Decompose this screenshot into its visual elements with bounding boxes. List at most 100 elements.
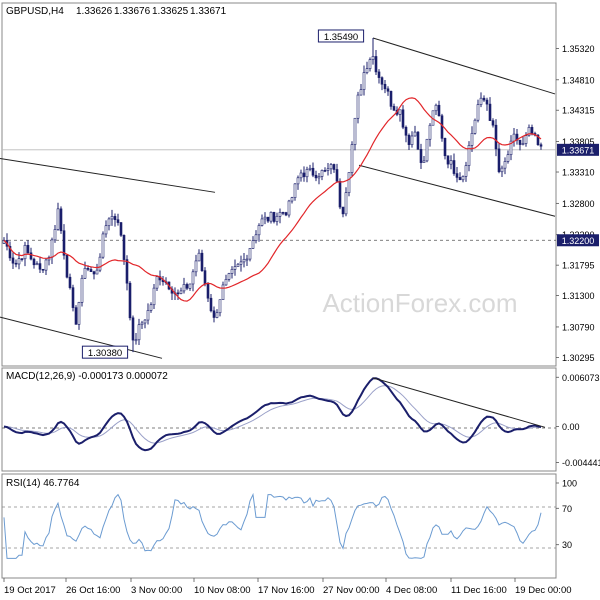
candle <box>122 234 126 265</box>
candle <box>389 90 393 110</box>
moving-average-line <box>3 97 542 302</box>
candle <box>209 294 213 313</box>
price-tick-label: 1.32800 <box>562 199 595 209</box>
price-labels: 1.35490 1.30380 1.33671 1.32200 <box>81 29 599 359</box>
candle <box>278 208 282 224</box>
candle <box>284 211 288 217</box>
last-price-label-box <box>557 143 599 156</box>
x-tick-label: 27 Nov 00:00 <box>323 585 380 596</box>
candle <box>455 167 459 183</box>
high-price-label-box <box>317 29 365 43</box>
candle <box>260 214 264 227</box>
price-tick-label: 1.30295 <box>562 353 595 363</box>
candle <box>338 178 342 210</box>
candle <box>329 162 333 175</box>
candle <box>248 248 252 262</box>
candle <box>71 284 75 312</box>
candle <box>413 125 417 137</box>
candle <box>356 91 360 124</box>
candle <box>449 155 453 170</box>
macd-trend-line-0 <box>372 377 546 428</box>
candle <box>368 57 372 72</box>
macd-panel-title: MACD(12,26,9) -0.000173 0.000072 <box>6 371 168 382</box>
candle <box>224 274 228 286</box>
x-tick-label: 26 Oct 16:00 <box>66 585 120 596</box>
candle <box>143 319 147 329</box>
candle <box>197 249 201 262</box>
rsi-tick-label: 70 <box>562 504 572 514</box>
candle <box>317 173 321 185</box>
candle <box>26 240 30 254</box>
candle <box>476 99 480 123</box>
candle <box>299 169 303 182</box>
candle <box>182 277 186 294</box>
candle <box>371 37 375 65</box>
candle <box>212 306 216 323</box>
candle <box>242 253 246 268</box>
candle <box>419 143 423 170</box>
price-trend-lines <box>0 37 556 359</box>
candle <box>191 269 195 292</box>
candle <box>275 212 279 226</box>
candle <box>479 92 483 108</box>
high-price-label: 1.35490 <box>324 32 358 43</box>
candle <box>422 156 426 163</box>
candle <box>107 217 111 231</box>
candle <box>458 172 462 181</box>
candle <box>134 332 138 345</box>
candle <box>377 69 381 84</box>
candle <box>509 135 513 161</box>
macd-panel: MACD(12,26,9) -0.000173 0.000072 0.00607… <box>1 367 600 472</box>
candle <box>104 220 108 238</box>
price-panel: GBPUSD,H4 1.33626 1.33676 1.33625 1.3367… <box>0 2 599 367</box>
candle <box>239 255 243 272</box>
price-tick-label: 1.33310 <box>562 168 595 178</box>
candle <box>92 270 96 280</box>
candle <box>80 274 84 307</box>
candle <box>506 150 510 164</box>
price-tick-label: 1.34315 <box>562 106 595 116</box>
candle <box>425 138 429 163</box>
candle <box>14 259 18 268</box>
last-price-label: 1.33671 <box>562 145 595 155</box>
candle <box>320 169 324 181</box>
rsi-y-axis: 100 70 30 <box>556 479 577 550</box>
candle <box>497 143 501 174</box>
candle <box>437 100 441 117</box>
rsi-line <box>3 492 542 559</box>
candle <box>335 163 339 182</box>
candle <box>332 163 336 173</box>
x-tick-label: 4 Dec 08:00 <box>386 585 437 596</box>
price-tick-label: 1.33805 <box>562 137 595 147</box>
candle <box>155 275 159 292</box>
candle <box>374 50 378 75</box>
candle <box>473 118 477 135</box>
candle <box>44 258 48 276</box>
candle <box>452 153 456 176</box>
candle <box>131 315 135 353</box>
candle <box>185 282 189 291</box>
candle <box>410 131 414 148</box>
candle <box>230 266 234 279</box>
rsi-tick-label: 100 <box>562 479 577 489</box>
candle <box>176 289 180 300</box>
macd-panel-frame <box>1 367 557 472</box>
candle <box>404 125 408 143</box>
candle <box>446 155 450 169</box>
candle <box>128 281 132 321</box>
candle <box>95 263 99 275</box>
rsi-tick-label: 30 <box>562 540 572 550</box>
candle <box>434 103 438 115</box>
candle <box>521 136 525 146</box>
candle <box>65 254 69 279</box>
candle <box>83 261 87 280</box>
candle <box>314 170 318 182</box>
candle <box>140 320 144 330</box>
macd-tick-label: 0.00 <box>562 422 580 432</box>
trend-line-2 <box>372 37 556 95</box>
candle <box>218 299 222 317</box>
candle <box>392 103 396 111</box>
candle <box>20 258 24 262</box>
candle <box>98 253 102 273</box>
